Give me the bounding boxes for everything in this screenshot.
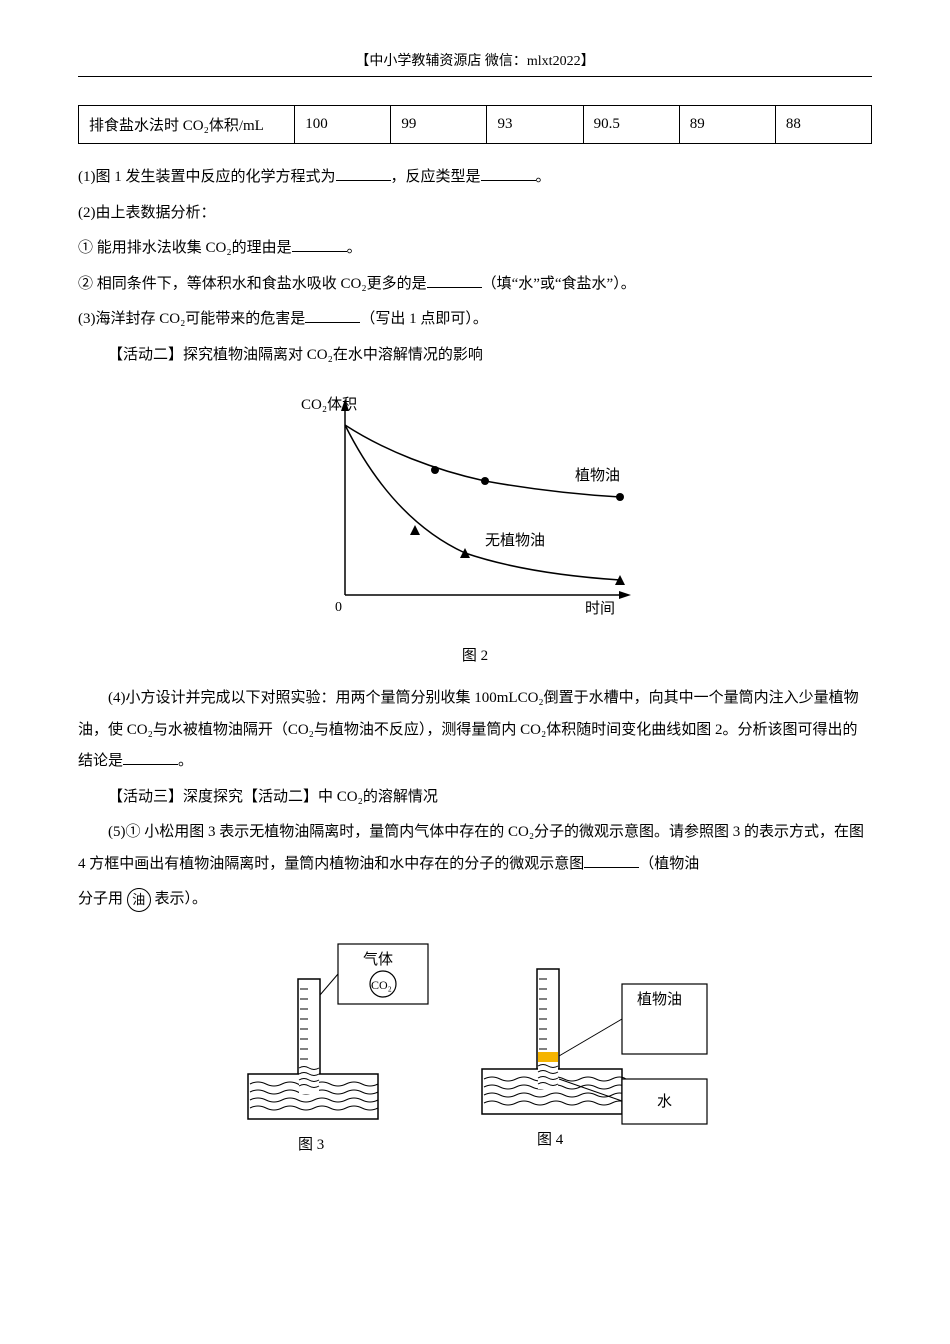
q1-text-c: 。 (536, 169, 551, 185)
q2-1-a: ① 能用排水法收集 CO₂的理由是 (78, 240, 292, 256)
figure-3-svg: 气体 CO₂ 图 3 (228, 934, 458, 1164)
table-cell: 100 (295, 106, 391, 144)
q2-2-a: ② 相同条件下，等体积水和食盐水吸收 CO₂更多的是 (78, 276, 427, 292)
question-4: (4)小方设计并完成以下对照实验：用两个量筒分别收集 100mLCO₂倒置于水槽… (78, 683, 872, 778)
question-3: (3)海洋封存 CO₂可能带来的危害是 （写出 1 点即可）。 (78, 304, 872, 336)
table-row: 排食盐水法时 CO₂体积/mL 100 99 93 90.5 89 88 (79, 106, 872, 144)
table-cell: 88 (775, 106, 871, 144)
blank (305, 307, 360, 323)
table-cell: 90.5 (583, 106, 679, 144)
blank (584, 852, 639, 868)
series-label-oil: 植物油 (575, 467, 620, 484)
fig4-callout-bottom: 水 (657, 1093, 672, 1110)
question-5-cont: 分子用 油 表示）。 (78, 884, 872, 916)
q5-c: 分子用 (78, 891, 123, 907)
y-axis-label: CO₂体积 (301, 396, 357, 413)
activity-3-title: 【活动三】深度探究【活动二】中 CO₂的溶解情况 (78, 782, 872, 814)
q3-b: （写出 1 点即可）。 (360, 311, 488, 327)
blank (336, 165, 391, 181)
oil-molecule-icon: 油 (127, 888, 151, 912)
figure-2-caption: 图 2 (78, 644, 872, 665)
blank (427, 272, 482, 288)
figures-3-4: 气体 CO₂ 图 3 (78, 934, 872, 1164)
q5-a: (5)① 小松用图 3 表示无植物油隔离时，量筒内气体中存在的 CO₂分子的微观… (78, 824, 864, 872)
blank (123, 749, 178, 765)
data-table: 排食盐水法时 CO₂体积/mL 100 99 93 90.5 89 88 (78, 105, 872, 144)
origin-label: 0 (335, 600, 342, 615)
q1-text-a: (1)图 1 发生装置中反应的化学方程式为 (78, 169, 336, 185)
table-cell: 99 (391, 106, 487, 144)
chart-svg: CO₂体积 时间 0 植物油 无植物油 (285, 385, 665, 635)
table-label-cell: 排食盐水法时 CO₂体积/mL (79, 106, 295, 144)
activity-2-title: 【活动二】探究植物油隔离对 CO₂在水中溶解情况的影响 (78, 340, 872, 372)
fig3-callout: 气体 (363, 951, 393, 968)
question-1: (1)图 1 发生装置中反应的化学方程式为 ，反应类型是 。 (78, 162, 872, 194)
q2-2-b: （填“水”或“食盐水”）。 (482, 276, 636, 292)
figure-4-svg: 植物油 水 图 4 (462, 934, 722, 1164)
figure-4-caption: 图 4 (537, 1131, 564, 1148)
blank (481, 165, 536, 181)
series-label-no-oil: 无植物油 (485, 532, 545, 549)
q5-d: 表示）。 (155, 891, 208, 907)
question-5: (5)① 小松用图 3 表示无植物油隔离时，量筒内气体中存在的 CO₂分子的微观… (78, 817, 872, 880)
blank (292, 236, 347, 252)
q4-b: 。 (178, 753, 193, 769)
question-2-1: ① 能用排水法收集 CO₂的理由是 。 (78, 233, 872, 265)
table-cell: 89 (679, 106, 775, 144)
question-2-lead: (2)由上表数据分析： (78, 198, 872, 230)
fig4-callout-top: 植物油 (637, 991, 682, 1008)
q3-a: (3)海洋封存 CO₂可能带来的危害是 (78, 311, 305, 327)
header-rule (78, 76, 872, 77)
q2-1-b: 。 (347, 240, 362, 256)
figure-3-caption: 图 3 (298, 1136, 324, 1153)
question-2-2: ② 相同条件下，等体积水和食盐水吸收 CO₂更多的是 （填“水”或“食盐水”）。 (78, 269, 872, 301)
q4-a: (4)小方设计并完成以下对照实验：用两个量筒分别收集 100mLCO₂倒置于水槽… (78, 690, 859, 769)
table-cell: 93 (487, 106, 583, 144)
page-header: 【中小学教辅资源店 微信：mlxt2022】 (78, 50, 872, 70)
fig3-molecule: CO₂ (371, 978, 392, 992)
figure-2: CO₂体积 时间 0 植物油 无植物油 图 2 (78, 385, 872, 665)
q1-text-b: ，反应类型是 (391, 169, 481, 185)
q5-b: （植物油 (639, 856, 699, 872)
x-axis-label: 时间 (585, 600, 615, 617)
